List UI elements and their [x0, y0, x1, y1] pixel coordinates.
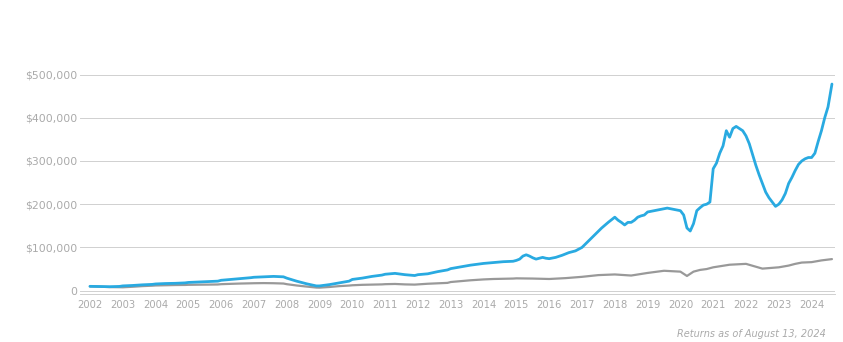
Text: Returns as of August 13, 2024: Returns as of August 13, 2024 [677, 329, 826, 339]
